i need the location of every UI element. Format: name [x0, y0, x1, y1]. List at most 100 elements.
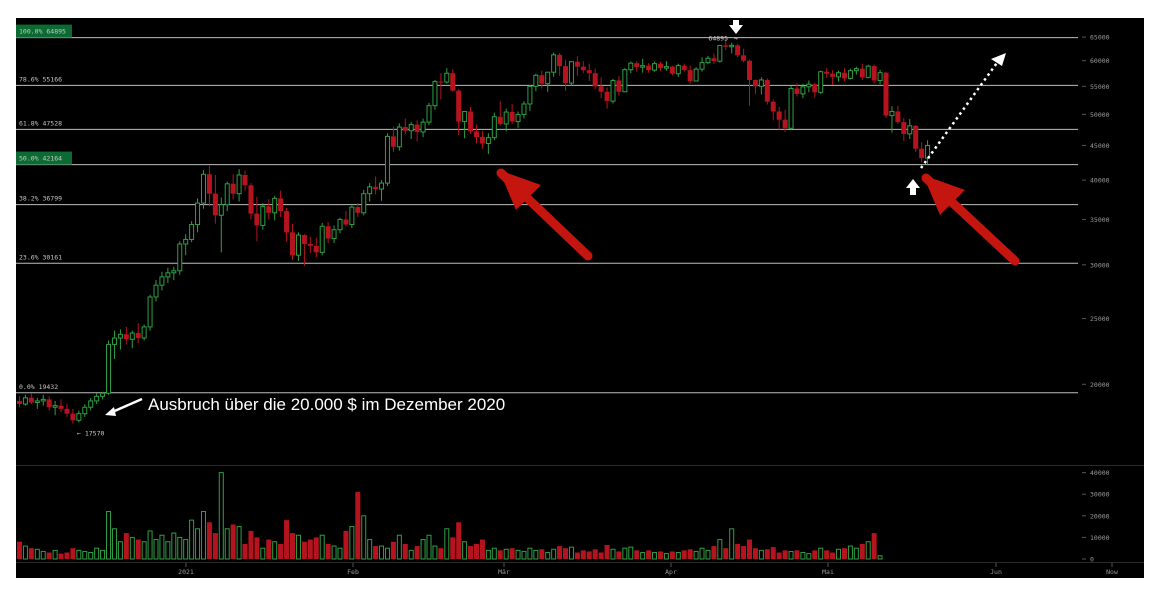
volume-bar-down: [711, 546, 717, 559]
volume-bar-up: [444, 528, 450, 560]
volume-bar-up: [165, 541, 171, 560]
candle-body-down: [723, 45, 729, 47]
volume-bar-up: [34, 548, 40, 560]
volume-bar-up: [272, 541, 278, 560]
candle-body-down: [64, 408, 70, 414]
volume-bar-down: [735, 543, 741, 559]
volume-bar-down: [723, 548, 729, 559]
candle-body-up: [818, 71, 824, 93]
volume-bar-down: [604, 544, 610, 559]
candle-body-down: [402, 127, 408, 131]
candle-body-up: [527, 85, 533, 105]
projection-arrow-head: [991, 53, 1006, 66]
volume-bar-up: [491, 547, 497, 560]
y-tick-label: 65000: [1090, 34, 1110, 42]
low-value-label: ← 17570: [77, 429, 104, 437]
candle-body-down: [307, 244, 313, 246]
candle-body-up: [34, 400, 40, 404]
candle-body-up: [396, 126, 402, 148]
volume-bar-down: [687, 549, 693, 559]
candle-body-down: [598, 86, 604, 92]
volume-bar-up: [545, 552, 551, 560]
volume-bar-down: [373, 546, 379, 559]
candle-body-down: [473, 131, 479, 138]
candle-body-up: [22, 397, 28, 405]
volume-bar-down: [747, 539, 753, 559]
candle-body-up: [76, 413, 82, 421]
volume-tick-label: 20000: [1090, 512, 1110, 520]
candle-body-down: [895, 111, 901, 123]
candle-body-up: [319, 225, 325, 253]
candle-body-up: [462, 110, 468, 123]
x-tick-label: Mai: [822, 568, 834, 576]
fib-level-label: 100.0% 64895: [19, 28, 66, 36]
volume-bar-down: [770, 547, 776, 559]
candle-body-up: [147, 296, 153, 328]
fib-label-badge: [16, 151, 72, 165]
volume-bar-up: [337, 547, 343, 560]
volume-bar-up: [147, 530, 153, 560]
red-arrow-head-right: [923, 175, 965, 215]
volume-bar-down: [438, 548, 444, 559]
candle-body-up: [384, 135, 390, 184]
y-tick-label: 30000: [1090, 261, 1110, 269]
volume-bar-up: [396, 534, 402, 560]
candle-body-down: [824, 71, 830, 74]
candle-body-up: [129, 332, 135, 340]
volume-bar-down: [794, 550, 800, 559]
candle-body-down: [770, 101, 776, 112]
candle-body-up: [800, 86, 806, 95]
fib-level-label: 23.6% 30161: [19, 253, 62, 261]
volume-bar-up: [76, 549, 82, 560]
volume-bar-up: [159, 534, 165, 560]
candle-body-up: [367, 186, 373, 195]
candle-body-up: [907, 125, 913, 135]
candle-body-up: [788, 87, 794, 129]
candle-body-down: [135, 333, 141, 339]
volume-bar-down: [242, 543, 248, 559]
candlestick-chart: 100.0% 64895 78.6% 55166 61.8% 47528 50.0% …: [16, 20, 1144, 576]
down-arrow-marker-icon: [729, 20, 743, 34]
volume-bar-up: [260, 547, 266, 560]
x-tick-label: 2021: [178, 568, 194, 576]
candle-body-down: [373, 186, 379, 190]
volume-bar-up: [236, 526, 242, 560]
volume-bar-up: [652, 552, 658, 560]
candle-body-down: [812, 84, 818, 93]
candle-body-down: [776, 111, 782, 120]
volume-bar-up: [877, 555, 883, 560]
volume-bars: [17, 472, 883, 560]
candle-body-down: [390, 136, 396, 147]
candle-body-down: [230, 183, 236, 194]
candle-body-up: [432, 81, 438, 107]
high-value-label: 64895: [708, 35, 728, 43]
candle-body-down: [509, 112, 515, 122]
price-candles: [17, 37, 931, 424]
candle-body-up: [491, 116, 497, 139]
candle-body-down: [616, 80, 622, 92]
volume-bar-up: [515, 549, 521, 560]
candle-body-up: [758, 79, 764, 87]
volume-bar-down: [307, 539, 313, 559]
fibonacci-levels: 100.0% 64895 78.6% 55166 61.8% 47528 50.0% …: [16, 24, 1078, 394]
candle-body-up: [189, 224, 195, 240]
candle-body-down: [70, 413, 76, 421]
candle-body-down: [266, 206, 272, 213]
candle-body-up: [153, 284, 159, 298]
volume-bar-up: [503, 548, 509, 560]
candle-body-down: [242, 175, 248, 186]
volume-bar-down: [841, 548, 847, 559]
y-tick-label: 25000: [1090, 315, 1110, 323]
candle-body-down: [248, 185, 254, 214]
candle-body-up: [485, 137, 491, 144]
candle-body-up: [141, 326, 147, 339]
candle-body-down: [206, 174, 212, 194]
candle-body-up: [171, 270, 177, 274]
x-tick-label: Apr: [665, 568, 677, 576]
y-tick-label: 20000: [1090, 381, 1110, 389]
volume-bar-up: [117, 541, 123, 560]
volume-bar-up: [319, 534, 325, 560]
volume-bar-up: [705, 549, 711, 560]
candle-body-down: [557, 54, 563, 67]
volume-bar-down: [598, 552, 604, 559]
